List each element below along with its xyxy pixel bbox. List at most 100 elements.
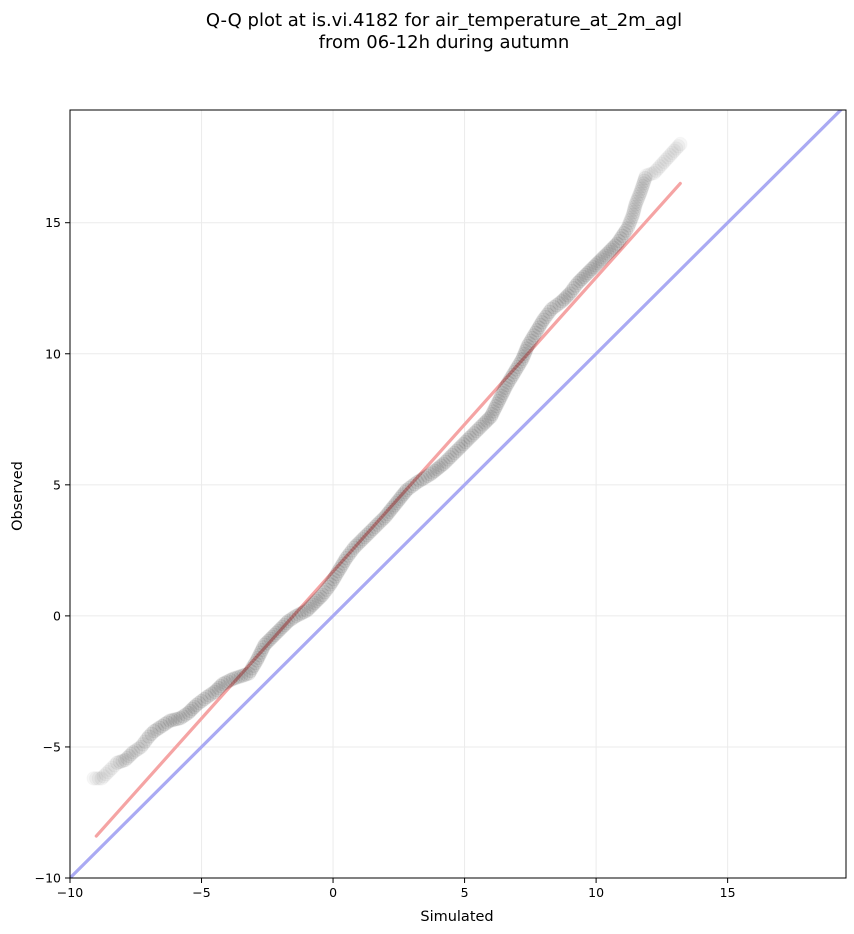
quantile-point [283, 612, 299, 627]
quantile-point [520, 338, 536, 354]
quantile-point [241, 666, 257, 681]
quantile-point [363, 523, 379, 539]
quantile-point [407, 476, 422, 492]
quantile-point [492, 391, 508, 406]
quantile-point [175, 709, 191, 724]
quantile-point [607, 238, 623, 253]
quantile-point [500, 375, 516, 390]
chart-subtitle: from 06-12h during autumn [319, 32, 570, 53]
quantile-point [486, 404, 501, 419]
quantile-point [453, 439, 469, 454]
quantile-point [199, 689, 215, 705]
quantile-point [464, 428, 480, 443]
quantile-point [415, 471, 430, 487]
quantile-point [265, 629, 280, 645]
quantile-point [277, 617, 292, 633]
quantile-point [332, 561, 348, 577]
quantile-point [487, 401, 503, 417]
quantile-point [381, 504, 397, 520]
quantile-point [383, 502, 399, 518]
chart-title: Q-Q plot at is.vi.4182 for air_temperatu… [206, 10, 682, 31]
quantile-point [479, 413, 495, 428]
quantile-point [460, 432, 475, 448]
quantile-point [246, 658, 261, 674]
quantile-point [126, 745, 140, 759]
quantile-point [372, 515, 387, 530]
quantile-point [124, 747, 138, 761]
quantile-point [281, 613, 296, 629]
quantile-point [586, 260, 601, 275]
quantile-point [275, 619, 290, 635]
quantile-point [146, 723, 162, 739]
quantile-point [611, 233, 627, 249]
quantile-points [110, 171, 652, 770]
quantile-point [412, 473, 428, 488]
quantile-point [344, 543, 360, 558]
quantile-point [420, 468, 436, 484]
quantile-point [144, 726, 159, 742]
quantile-point [157, 716, 172, 732]
x-tick-label: 5 [461, 885, 469, 900]
quantile-point [249, 653, 265, 668]
quantile-point [217, 675, 233, 691]
quantile-point [462, 430, 478, 445]
quantile-point [466, 426, 482, 441]
quantile-point [394, 489, 409, 504]
quantile-point [399, 482, 415, 498]
quantile-point [605, 240, 621, 255]
reference-lines [70, 110, 844, 878]
quantile-point [566, 280, 582, 296]
x-tick-label: 10 [588, 885, 604, 900]
quantile-point [120, 751, 134, 765]
quantile-point [167, 712, 183, 727]
quantile-point [602, 244, 617, 259]
quantile-point [390, 493, 406, 509]
quantile-point [183, 703, 198, 719]
quantile-point [319, 582, 334, 598]
quantile-point [326, 571, 341, 587]
quantile-point [243, 663, 258, 679]
quantile-point [342, 545, 358, 561]
quantile-point [213, 678, 228, 694]
quantile-point [256, 640, 271, 655]
quantile-point [209, 682, 224, 698]
quantile-point [513, 354, 529, 369]
y-tick-label: 10 [45, 346, 61, 361]
quantile-point [531, 320, 547, 335]
quantile-point [628, 200, 642, 214]
quantile-point [321, 579, 336, 595]
quantile-point [299, 603, 315, 618]
quantile-point [291, 607, 307, 622]
quantile-point [257, 637, 273, 653]
y-tick-label: −5 [43, 739, 61, 754]
quantile-point [638, 171, 652, 185]
quantile-point [451, 441, 467, 456]
quantile-point [355, 532, 370, 547]
quantile-point [434, 458, 449, 473]
quantile-point [627, 202, 641, 217]
quantile-point [323, 577, 338, 592]
quantile-point [483, 409, 499, 425]
quantile-point [475, 417, 491, 432]
quantile-point [392, 491, 408, 507]
quantile-point [528, 325, 543, 341]
quantile-point [149, 722, 165, 737]
quantile-point [378, 509, 394, 524]
quantile-point [207, 684, 222, 700]
y-tick-label: −10 [35, 871, 61, 886]
quantile-point [502, 372, 518, 388]
quantile-point [508, 362, 524, 377]
quantile-point [202, 688, 217, 703]
quantile-point [301, 601, 317, 617]
quantile-point [365, 521, 381, 537]
quantile-point [359, 527, 375, 543]
quantile-point [488, 398, 504, 414]
quantile-point [220, 674, 236, 689]
quantile-point [477, 415, 493, 430]
fit-line [94, 181, 682, 838]
quantile-point [225, 671, 241, 687]
quantile-point [490, 396, 505, 411]
quantile-point [633, 187, 647, 201]
quantile-point [544, 301, 559, 317]
quantile-point [473, 419, 489, 435]
